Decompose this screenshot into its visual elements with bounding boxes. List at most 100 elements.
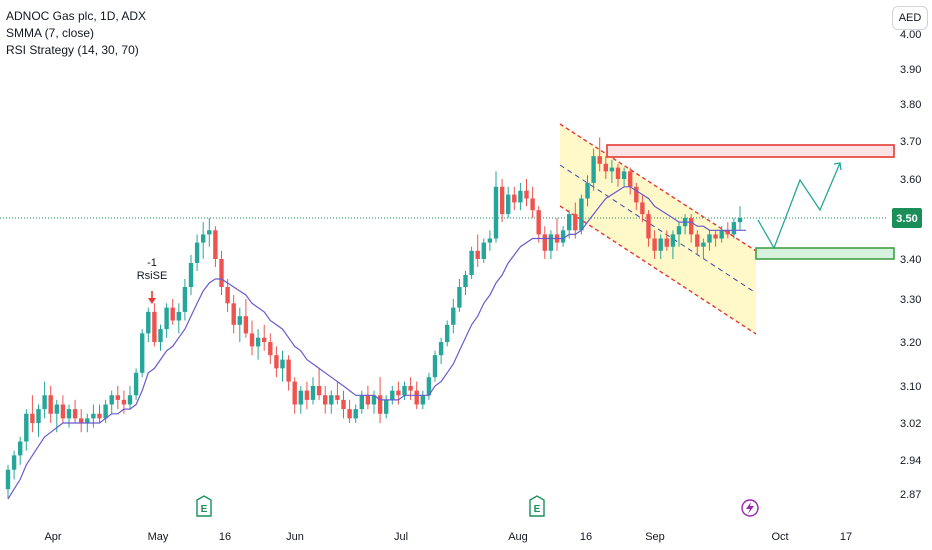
candle-body [719,230,724,239]
candle-body [731,222,737,235]
candle-body [560,230,566,243]
candle-body [103,404,108,419]
candle-body [518,190,523,203]
price-tick-label: 3.02 [900,418,921,430]
candle-body [438,342,444,356]
time-axis: Apr May 16 Jun Jul Aug 16 Sep Oct 17 [44,531,852,543]
candle-body [298,390,303,405]
symbol-title[interactable]: ADNOC Gas plc, 1D, ADX [6,9,147,23]
candle-body [402,386,407,396]
candle-body [365,395,371,405]
candle-body [225,287,230,304]
candle-body [597,156,602,164]
price-tick-label: 3.30 [900,294,921,306]
candle-body [512,194,517,203]
candle-body [72,409,78,419]
time-tick-label: Jun [286,531,304,543]
candle-body [158,329,163,342]
candle-body [170,307,175,321]
candle-body [176,311,181,321]
price-tick-label: 2.87 [900,489,921,501]
projection-path [757,162,841,250]
price-tick-label: 3.40 [900,254,921,266]
earnings-badge-aug: E [529,495,545,517]
candle-body [573,214,578,231]
earnings-badge-shape [529,495,545,517]
candle-body [323,395,328,405]
candle-body [591,156,596,183]
candle-body [530,198,535,211]
candle-body [310,386,316,400]
candle-body [621,171,627,179]
candle-body [646,214,651,239]
candle-body [18,441,23,456]
signal-value: -1 [147,257,157,269]
candle-body [335,395,340,400]
candle-body [54,404,59,414]
candle-body [451,307,456,325]
candle-body [670,234,676,247]
candle-body [426,377,432,396]
candle-body [188,263,194,287]
signal-arrow-head [148,298,156,304]
candle-body [219,259,224,287]
candle-body [213,230,218,259]
candle-body [628,171,633,187]
candle-body [60,404,66,419]
candle-body [133,372,139,396]
lightning-icon [746,502,754,514]
price-tick-label: 3.70 [900,136,921,148]
candle-body [359,395,364,410]
rsi-strategy-label[interactable]: RSI Strategy (14, 30, 70) [6,43,139,57]
candle-body [481,242,486,259]
candle-body [30,413,35,423]
projection-arrowhead [833,162,842,171]
candle-body [97,413,102,419]
candle-body [377,395,383,414]
candle-body [353,409,358,419]
candle-body [615,167,621,179]
candle-body [292,381,297,405]
candle-body [249,333,255,347]
candle-body [487,238,493,243]
candle-body [304,390,310,400]
earnings-badge-letter: E [534,504,541,515]
candle-body [457,287,462,308]
smma-line [7,186,747,500]
candle-body [396,390,401,396]
price-tick-label: 3.80 [900,99,921,111]
candle-body [341,399,346,410]
candles [5,137,743,499]
smma-indicator-label[interactable]: SMMA (7, close) [6,26,95,40]
candle-body [548,234,554,251]
candle-body [243,316,249,334]
earnings-badge-letter: E [201,504,208,515]
last-price-label: 3.50 [896,213,917,225]
currency-button[interactable]: AED [892,6,928,30]
time-tick-label: Apr [44,531,61,543]
candle-body [707,234,712,243]
candle-body [676,226,682,235]
candle-body [664,238,669,247]
candle-body [146,311,151,334]
candle-body [414,390,419,405]
candle-body [115,395,120,400]
candle-body [725,230,730,235]
candle-body [371,395,377,405]
candle-body [42,395,47,410]
time-tick-label: Aug [508,531,528,543]
candle-body [231,303,236,325]
candle-body [255,337,261,347]
candle-body [640,202,645,215]
resistance-zone [606,144,895,158]
candle-body [347,409,352,419]
candle-body [91,413,96,419]
time-tick-label: 16 [219,531,231,543]
candle-body [286,359,291,382]
candle-body [469,250,474,275]
price-axis: 4.00 3.90 3.80 3.70 3.60 3.50 3.40 3.30 3.20 3.10… [892,29,922,501]
candle-body [689,218,694,235]
candle-body [66,409,72,419]
price-tick-label: 3.10 [900,381,921,393]
